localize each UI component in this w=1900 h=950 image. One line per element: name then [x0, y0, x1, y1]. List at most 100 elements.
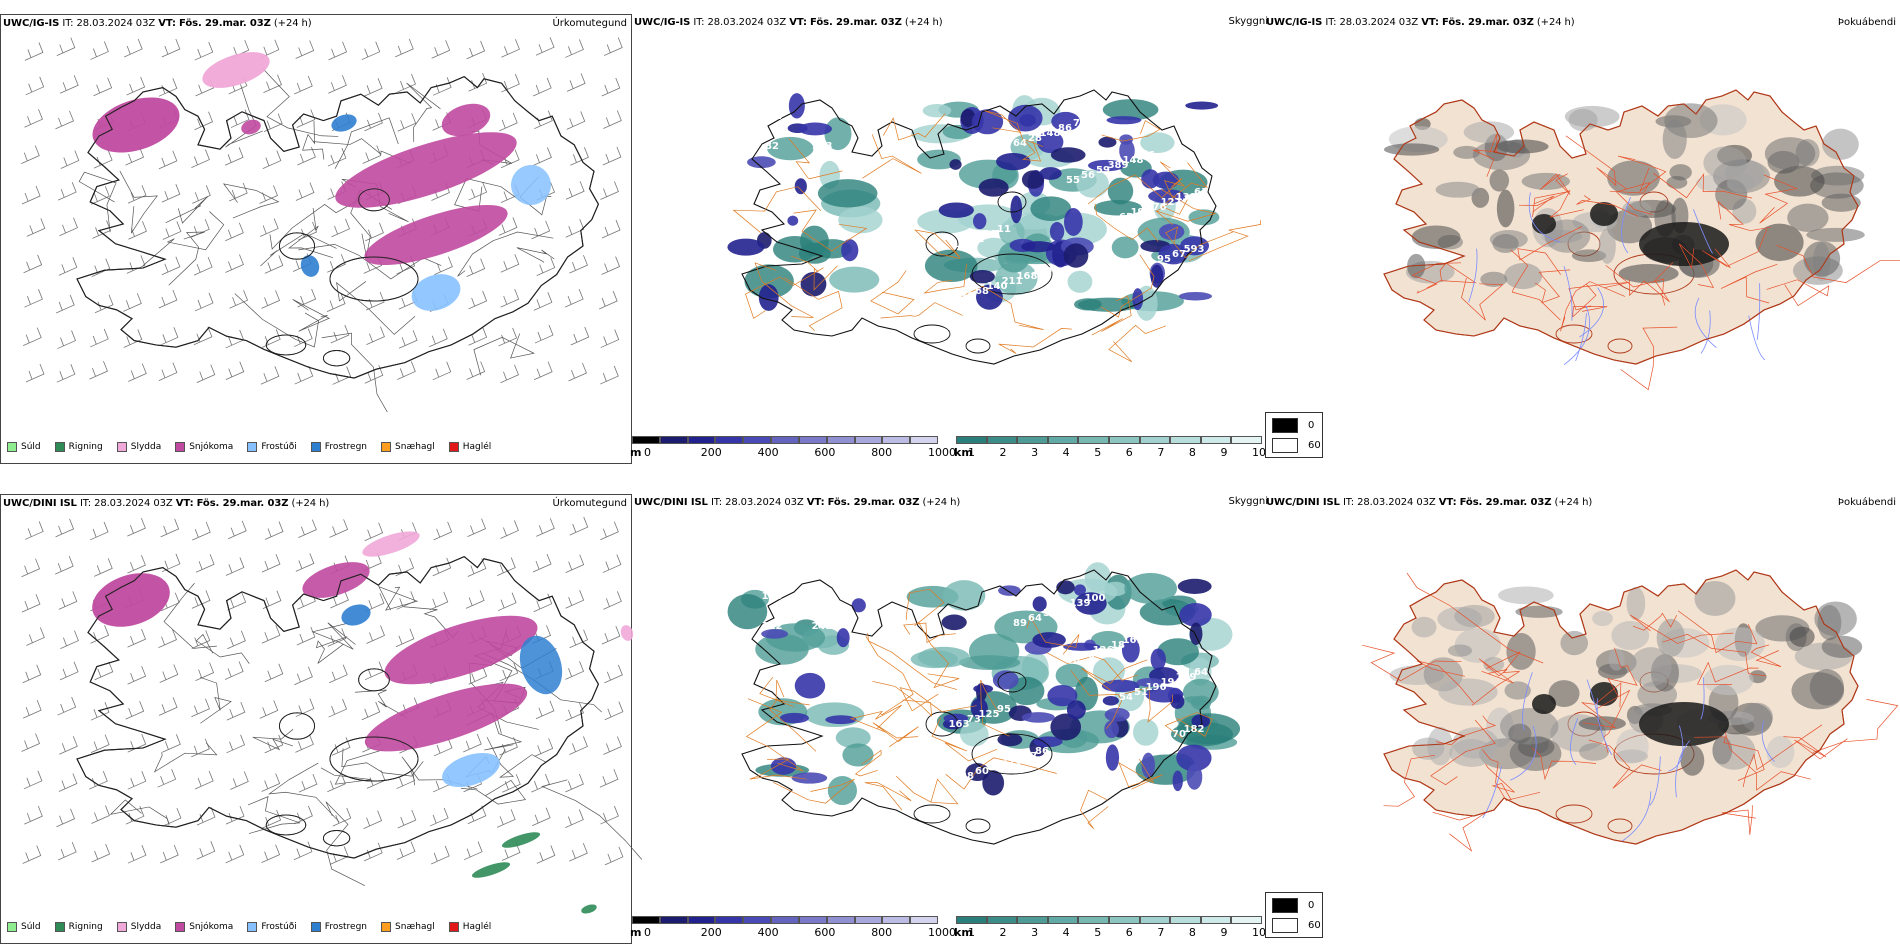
cloudbase-value-label: 112: [762, 621, 783, 632]
colorbar-tick-label: 5: [1094, 926, 1102, 939]
colorbar-unit: m: [630, 926, 642, 939]
colorbar-segment: [743, 436, 772, 444]
legend-item-0: Súld: [7, 922, 41, 932]
fog-legend-label: 60: [1308, 920, 1321, 931]
cloudbase-value-label: 211: [1002, 276, 1023, 287]
colorbar-segment: [659, 436, 688, 444]
colorbar-segment: [1017, 916, 1048, 924]
legend-label: Slydda: [130, 442, 162, 452]
legend-swatch: [175, 442, 186, 452]
cloudbase-value-label: 86: [1058, 123, 1072, 134]
legend-item-4: Frostúði: [247, 922, 297, 932]
panel-title: Úrkomutegund: [552, 18, 627, 29]
legend-swatch: [381, 442, 392, 452]
legend-swatch: [448, 442, 459, 452]
legend-label: Snjókoma: [189, 442, 234, 452]
fog-legend-item: 60: [1272, 438, 1321, 453]
colorbar-tick-label: 3: [1031, 446, 1039, 459]
cloudbase-value-label: 11: [997, 224, 1011, 235]
colorbar-segment: [882, 436, 911, 444]
colorbar-segment: [687, 436, 716, 444]
cloudbase-value-label: 64: [1194, 667, 1208, 678]
cloudbase-value-label: 190: [1131, 207, 1152, 218]
cloudbase-value-label: 96: [1141, 150, 1155, 161]
colorbar-segment: [715, 436, 744, 444]
cloudbase-value-label: 103: [812, 141, 833, 152]
legend-swatch: [175, 922, 186, 932]
cloudbase-value-label: 88: [1141, 630, 1155, 641]
fog-legend-swatch: [1272, 918, 1298, 933]
legend-label: Súld: [21, 442, 41, 452]
colorbar-segment: [1139, 916, 1171, 924]
cloudbase-value-label: 201: [987, 761, 1008, 772]
legend-label: Frostúði: [261, 442, 297, 452]
legend-swatch: [116, 922, 127, 932]
cloudbase-value-label: 110: [762, 591, 783, 602]
panel-header: UWC/IG-IS IT: 28.03.2024 03Z VT: Fös. 29…: [634, 17, 943, 28]
colorbar-segment: [1200, 916, 1232, 924]
cloudbase-value-label: 66: [1066, 655, 1080, 666]
colorbar-tick-label: 800: [871, 926, 893, 939]
legend-label: Frostúði: [261, 922, 297, 932]
colorbar-segment: [986, 436, 1018, 444]
legend-item-0: Súld: [7, 442, 41, 452]
colorbar-tick-label: 6: [1125, 446, 1133, 459]
legend-label: Súld: [21, 922, 41, 932]
cloudbase-value-label: 28: [1028, 133, 1042, 144]
fog-legend-box-1: 0 60: [1265, 412, 1323, 458]
cloudbase-value-label: 140: [987, 281, 1008, 292]
fog-legend-swatch: [1272, 898, 1298, 913]
cloudbase-value-label: 176: [1146, 202, 1167, 213]
cloudbase-value-label: 54: [1119, 692, 1133, 703]
cloudbase-value-label: 95: [1157, 254, 1171, 265]
cloudbase-colorbar: m 0 200 400 600 800 1000: [630, 916, 956, 946]
cloudbase-value-label: 139: [1070, 598, 1091, 609]
legend-label: Snjókoma: [189, 922, 234, 932]
panel-title: Skyggni: [1228, 496, 1268, 507]
colorbar-tick-label: 7: [1157, 446, 1165, 459]
cloudbase-value-label: 89: [1013, 618, 1027, 629]
precip-map-2: [21, 516, 643, 914]
colorbar-tick-label: 1000: [928, 926, 956, 939]
colorbar-tick-label: 2: [999, 926, 1007, 939]
cloudbase-value-label: 60: [1081, 650, 1095, 661]
colorbar-segment: [798, 916, 827, 924]
legend-item-3: Snjókoma: [175, 922, 233, 932]
colorbar-segment: [956, 916, 987, 924]
cloudbase-value-label: 77: [1073, 118, 1087, 129]
colorbar-segment: [1109, 916, 1140, 924]
legend-swatch: [448, 922, 459, 932]
cloudbase-value-label: 10: [815, 111, 829, 122]
legend-swatch: [247, 922, 258, 932]
cloudbase-value-label: 67: [1172, 249, 1186, 260]
colorbar-segment: [1139, 436, 1171, 444]
panel-title: Skyggni: [1228, 16, 1268, 27]
colorbar-segment: [632, 436, 660, 444]
cloudbase-value-label: 148: [1123, 155, 1144, 166]
colorbar-unit: km: [954, 446, 973, 459]
cloudbase-value-label: 83: [1088, 113, 1102, 124]
visibility-colorbar: km 1 2 3 4 5 6 7 8 9 10: [954, 436, 1266, 466]
panel-header: UWC/DINI ISL IT: 28.03.2024 03Z VT: Fös.…: [1266, 497, 1593, 508]
fog-legend-item: 60: [1272, 918, 1321, 933]
colorbar-tick-label: 6: [1125, 926, 1133, 939]
colorbar-tick-label: 0: [644, 926, 651, 939]
legend-swatch: [381, 922, 392, 932]
colorbar-segment: [659, 916, 688, 924]
panel-header: UWC/DINI ISL IT: 28.03.2024 03Z VT: Fös.…: [3, 498, 330, 509]
cloudbase-value-label: 82: [765, 141, 779, 152]
legend-item-1: Rigning: [54, 442, 103, 452]
legend-label: Snæhagl: [395, 922, 435, 932]
cloudbase-value-label: 64: [1013, 138, 1027, 149]
legend-item-5: Frostregn: [310, 922, 367, 932]
visibility-colorbar: km 1 2 3 4 5 6 7 8 9 10: [954, 916, 1266, 946]
cloudbase-value-label: 177: [1017, 751, 1038, 762]
cloudbase-value-label: 129: [1032, 266, 1053, 277]
legend-item-2: Slydda: [116, 922, 161, 932]
colorbar-tick-label: 10: [1252, 926, 1266, 939]
legend-item-4: Frostúði: [247, 442, 297, 452]
fog-legend-swatch: [1272, 418, 1298, 433]
panel-title: Þokuábendi: [1837, 497, 1896, 508]
cloud-map-panel-2: UWC/DINI ISL IT: 28.03.2024 03Z VT: Fös.…: [630, 494, 1268, 946]
cloudbase-value-label: 53: [1043, 608, 1057, 619]
